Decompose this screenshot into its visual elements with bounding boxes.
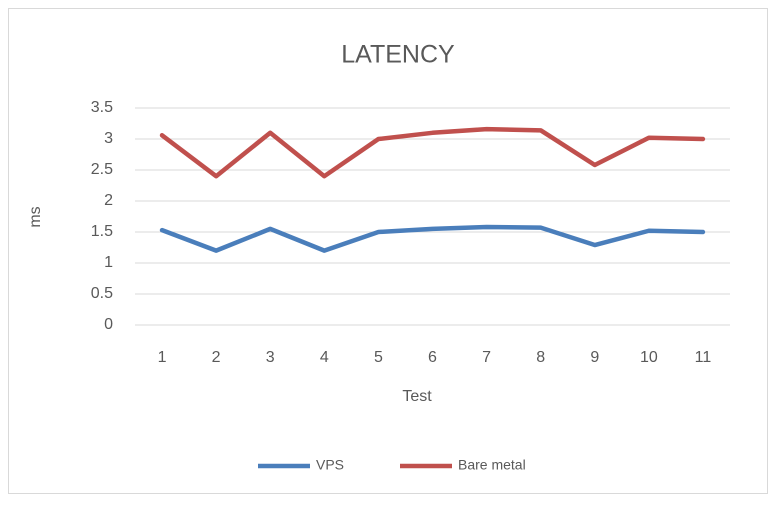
y-tick-label: 3.5 bbox=[91, 99, 113, 116]
x-tick-label: 4 bbox=[320, 349, 329, 366]
x-tick-label: 8 bbox=[536, 349, 545, 366]
chart-title: LATENCY bbox=[341, 41, 455, 69]
y-tick-label: 0.5 bbox=[91, 285, 113, 302]
x-tick-label: 6 bbox=[428, 349, 437, 366]
y-tick-label: 0 bbox=[104, 316, 113, 333]
x-tick-label: 11 bbox=[695, 349, 712, 366]
x-axis-label: Test bbox=[402, 388, 432, 405]
y-tick-label: 2.5 bbox=[91, 161, 113, 178]
legend-label: Bare metal bbox=[458, 457, 526, 473]
x-tick-label: 9 bbox=[590, 349, 599, 366]
x-tick-label: 1 bbox=[158, 349, 167, 366]
series-line bbox=[159, 224, 706, 253]
legend-label: VPS bbox=[316, 457, 344, 473]
x-tick-label: 5 bbox=[374, 349, 383, 366]
x-tick-label: 7 bbox=[482, 349, 491, 366]
y-axis-label: ms bbox=[27, 206, 44, 227]
y-tick-label: 3 bbox=[104, 130, 113, 147]
x-tick-label: 2 bbox=[212, 349, 221, 366]
series-line bbox=[159, 126, 706, 179]
x-tick-label: 10 bbox=[640, 349, 658, 366]
x-tick-label: 3 bbox=[266, 349, 275, 366]
chart-border bbox=[8, 8, 768, 494]
y-tick-label: 2 bbox=[104, 192, 113, 209]
y-tick-label: 1.5 bbox=[91, 223, 113, 240]
y-tick-label: 1 bbox=[104, 254, 113, 271]
